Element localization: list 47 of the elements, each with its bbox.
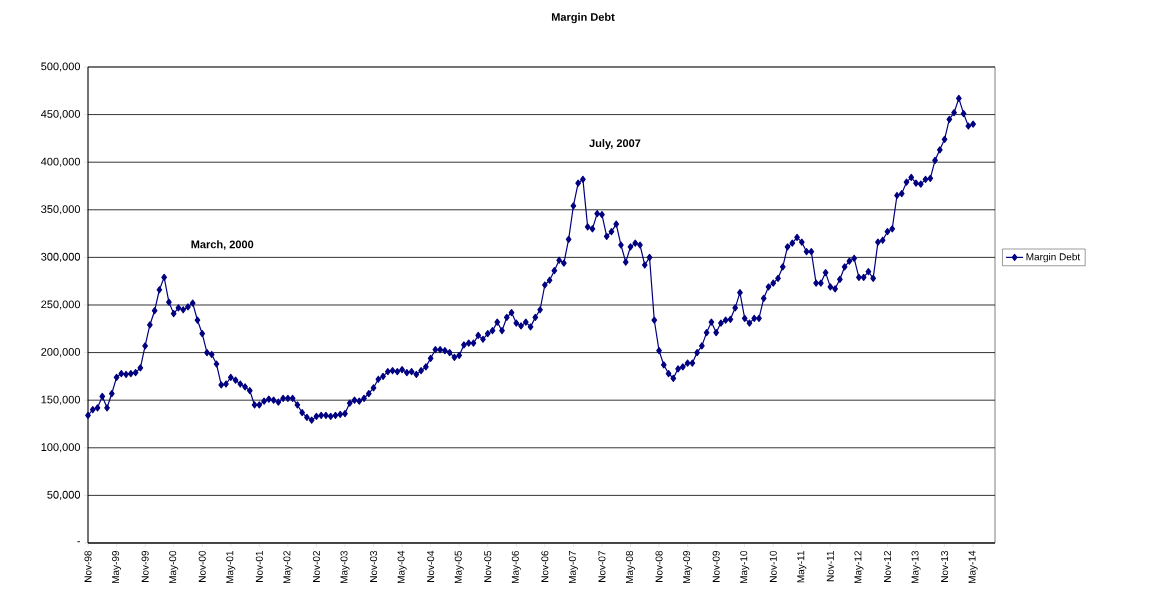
x-tick-label: May-99	[112, 550, 122, 584]
x-tick-label: May-04	[397, 550, 407, 584]
x-tick-label: May-10	[740, 550, 750, 584]
y-tick-label: 150,000	[41, 395, 81, 405]
x-tick-label: Nov-01	[255, 551, 263, 582]
x-tick-label: Nov-00	[198, 550, 206, 582]
x-tick-label: Nov-98	[84, 550, 92, 582]
x-tick-label: Nov-12	[883, 551, 891, 582]
y-tick-label: 450,000	[40, 110, 81, 120]
x-tick-label: May-00	[169, 550, 179, 584]
x-tick-label: May-08	[625, 550, 636, 584]
x-tick-label: May-01	[226, 551, 236, 584]
annotation: March, 2000	[191, 240, 254, 250]
y-tick-label: 200,000	[41, 348, 81, 358]
x-tick-label: Nov-11	[826, 551, 834, 582]
x-tick-label: May-13	[911, 550, 921, 584]
x-tick-label: Nov-09	[712, 550, 720, 582]
y-tick-label: 250,000	[41, 300, 81, 310]
y-tick-label: -	[77, 541, 80, 543]
y-tick-label: 400,000	[40, 157, 81, 167]
legend-label: Margin Debt	[1026, 253, 1081, 263]
y-tick-label: 100,000	[41, 443, 81, 453]
x-tick-label: Nov-03	[369, 550, 378, 582]
x-tick-label: May-12	[854, 551, 864, 584]
x-tick-label: May-03	[340, 550, 350, 584]
x-tick-label: Nov-04	[427, 550, 435, 582]
x-tick-label: May-05	[454, 550, 464, 584]
x-tick-label: Nov-06	[541, 550, 549, 582]
x-tick-label: May-11	[797, 551, 807, 583]
x-tick-label: Nov-13	[941, 550, 949, 582]
y-tick-label: 300,000	[41, 252, 81, 262]
y-tick-label: 500,000	[41, 62, 81, 72]
x-tick-label: Nov-10	[769, 550, 777, 582]
y-tick-label: 50,000	[47, 490, 81, 500]
x-tick-label: May-06	[511, 550, 521, 584]
annotation: July, 2007	[589, 138, 641, 150]
x-tick-label: May-02	[283, 551, 293, 584]
x-tick-label: May-14	[968, 550, 978, 584]
chart-title: Margin Debt	[551, 12, 615, 24]
x-tick-label: May-09	[683, 550, 693, 584]
x-tick-label: Nov-07	[598, 551, 606, 582]
x-tick-label: Nov-02	[312, 551, 320, 582]
y-tick-label: 350,000	[41, 205, 81, 215]
x-tick-label: Nov-99	[141, 550, 149, 582]
x-tick-label: May-07	[568, 551, 578, 584]
x-tick-label: Nov-08	[655, 550, 663, 582]
x-tick-label: Nov-05	[484, 550, 492, 582]
